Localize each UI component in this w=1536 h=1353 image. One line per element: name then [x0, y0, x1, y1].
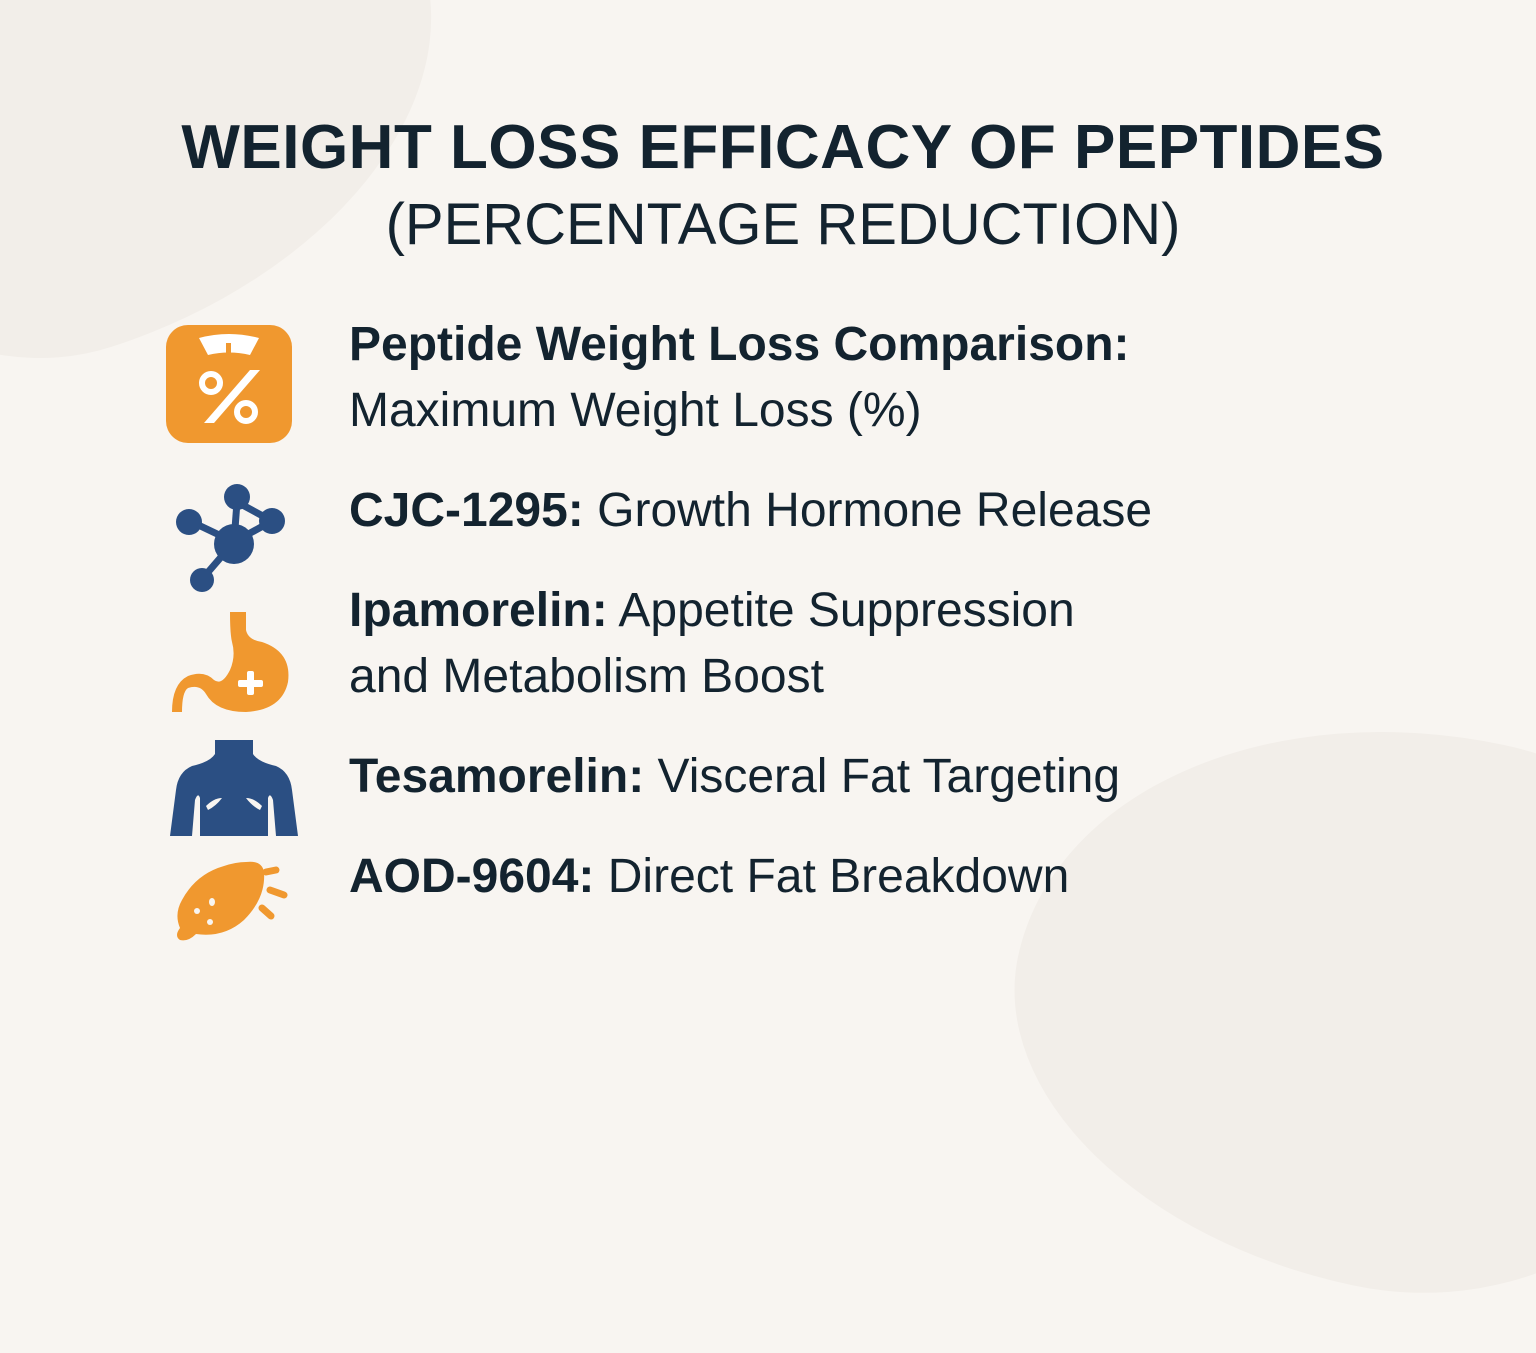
fat-cell-burst-icon — [177, 861, 288, 941]
item-description: Growth Hormone Release — [583, 484, 1153, 537]
page-title: WEIGHT LOSS EFFICACY OF PEPTIDES — [181, 113, 1385, 182]
item-tesamorelin: Tesamorelin: Visceral Fat Targeting — [349, 744, 1120, 810]
page-subtitle: (PERCENTAGE REDUCTION) — [385, 192, 1181, 257]
molecule-icon — [176, 484, 285, 592]
scale-percent-icon — [166, 325, 292, 443]
item-name: CJC-1295: — [349, 484, 584, 537]
item-description: Visceral Fat Targeting — [644, 750, 1121, 803]
torso-icon — [170, 740, 298, 836]
item-aod-9604: AOD-9604: Direct Fat Breakdown — [349, 844, 1069, 910]
item-ipamorelin: Ipamorelin: Appetite Suppression and Met… — [349, 578, 1075, 710]
item-description: Direct Fat Breakdown — [594, 850, 1070, 903]
item-name: AOD-9604: — [349, 850, 595, 903]
item-cjc-1295: CJC-1295: Growth Hormone Release — [349, 478, 1152, 544]
item-name: Tesamorelin: — [349, 750, 645, 803]
item-description: Appetite Suppression — [607, 584, 1075, 637]
item-comparison: Peptide Weight Loss Comparison: Maximum … — [349, 312, 1130, 444]
item-description-line2: and Metabolism Boost — [349, 650, 824, 703]
item-name: Peptide Weight Loss Comparison: — [349, 318, 1130, 371]
item-name: Ipamorelin: — [349, 584, 608, 637]
stomach-plus-icon — [172, 612, 289, 712]
item-description: Maximum Weight Loss (%) — [349, 384, 922, 437]
